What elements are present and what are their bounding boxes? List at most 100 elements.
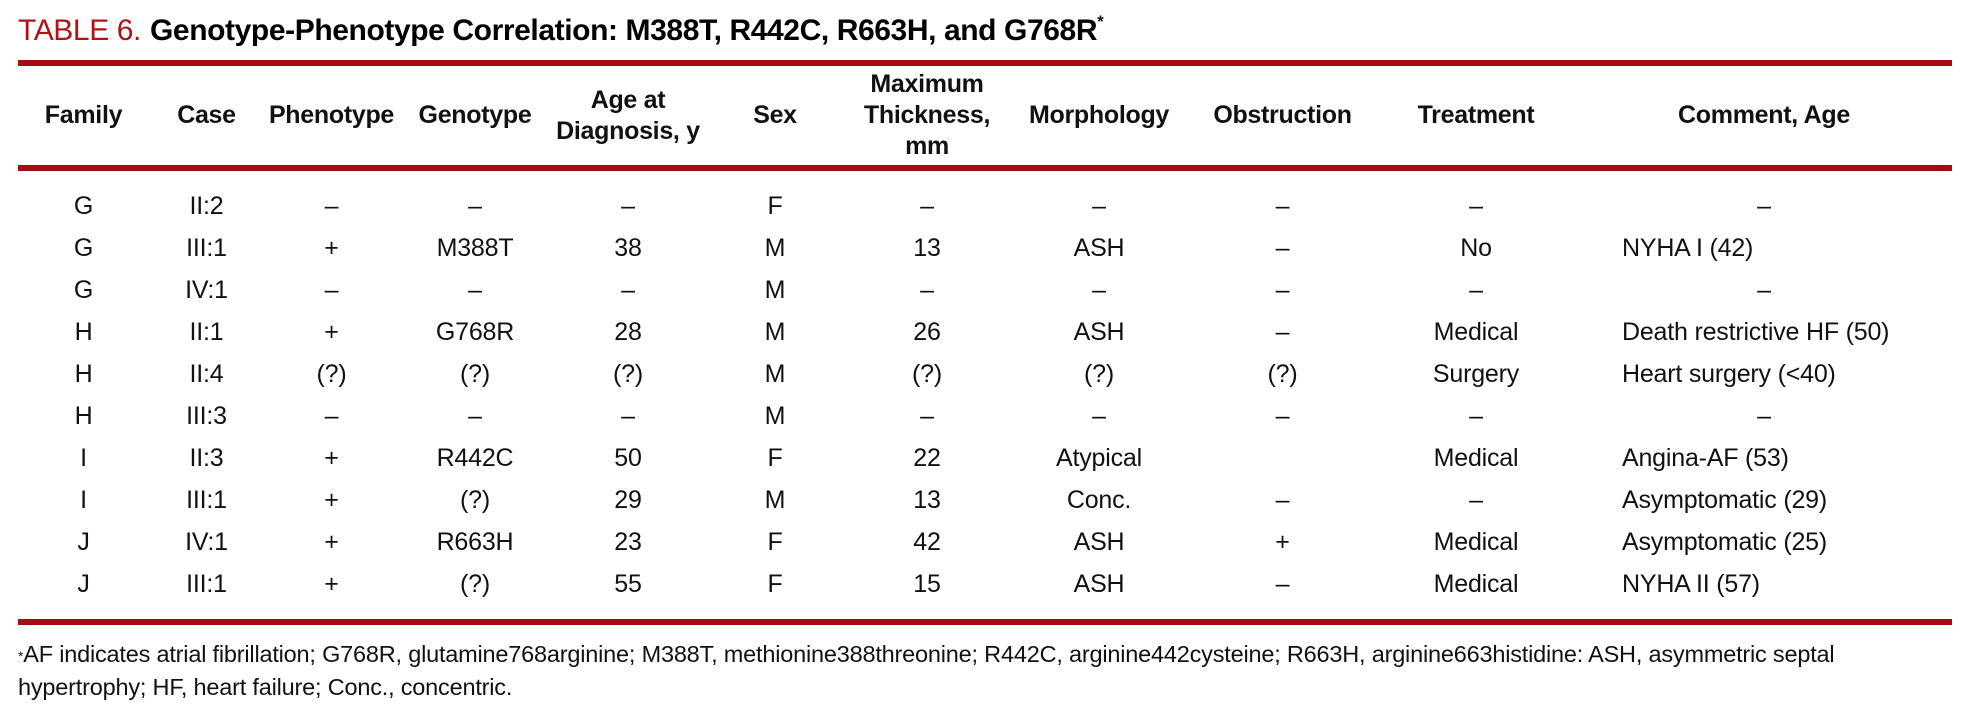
cell-age: – bbox=[621, 191, 635, 220]
cell-comment: Asymptomatic (29) bbox=[1622, 485, 1827, 514]
cell-case: III:1 bbox=[186, 233, 227, 262]
header-row: Family Case Phenotype Genotype Age at Diagno… bbox=[18, 66, 1952, 171]
column-header-family: Family bbox=[18, 66, 149, 171]
cell-case: II:4 bbox=[189, 359, 224, 388]
table-row: H II:4 (?) (?) (?) M (?) (?) (?) Surgery Heart sur… bbox=[18, 353, 1952, 395]
cell-sex: F bbox=[767, 443, 783, 472]
cell-morphology: Atypical bbox=[1056, 443, 1142, 472]
bottom-rule bbox=[18, 619, 1952, 625]
cell-family: H bbox=[74, 359, 93, 388]
table-row: H II:1 + G768R 28 M 26 ASH – Medical Death restric… bbox=[18, 311, 1952, 353]
footnote-text: AF indicates atrial fibrillation; G768R,… bbox=[18, 641, 1835, 700]
cell-sex: F bbox=[767, 527, 783, 556]
column-header-treatment: Treatment bbox=[1376, 66, 1576, 171]
cell-age: 28 bbox=[614, 317, 642, 346]
cell-treatment: Surgery bbox=[1432, 359, 1520, 388]
cell-obstruction: + bbox=[1275, 527, 1290, 556]
cell-phenotype: + bbox=[324, 233, 339, 262]
cell-age: 50 bbox=[614, 443, 642, 472]
cell-genotype: – bbox=[468, 401, 482, 430]
cell-treatment: No bbox=[1460, 233, 1492, 262]
footnote-marker: * bbox=[18, 648, 24, 664]
cell-treatment: – bbox=[1469, 191, 1483, 220]
cell-sex: M bbox=[764, 233, 786, 262]
cell-case: IV:1 bbox=[185, 527, 228, 556]
cell-comment: Death restrictive HF (50) bbox=[1622, 317, 1890, 346]
cell-genotype: (?) bbox=[460, 485, 490, 514]
cell-case: III:1 bbox=[186, 569, 227, 598]
table-caption: Genotype-Phenotype Correlation: M388T, R… bbox=[149, 14, 1098, 47]
cell-thickness: – bbox=[920, 401, 934, 430]
cell-sex: F bbox=[767, 191, 783, 220]
cell-obstruction: – bbox=[1275, 191, 1290, 220]
cell-case: II:2 bbox=[189, 191, 224, 220]
cell-phenotype: – bbox=[324, 401, 339, 430]
top-rule bbox=[18, 60, 1952, 66]
cell-thickness: (?) bbox=[912, 359, 942, 388]
table-row: J III:1 + (?) 55 F 15 ASH – Medical NYHA II (57) bbox=[18, 563, 1952, 619]
cell-sex: M bbox=[764, 401, 786, 430]
column-header-phenotype: Phenotype bbox=[264, 66, 399, 171]
footnote-marker-title: * bbox=[1097, 12, 1104, 31]
cell-phenotype: (?) bbox=[316, 359, 347, 388]
cell-phenotype: + bbox=[324, 485, 339, 514]
cell-obstruction: – bbox=[1275, 485, 1290, 514]
cell-sex: M bbox=[764, 485, 786, 514]
cell-phenotype: – bbox=[324, 191, 339, 220]
cell-comment: NYHA I (42) bbox=[1622, 233, 1754, 262]
cell-case: III:1 bbox=[186, 485, 227, 514]
cell-comment: – bbox=[1757, 191, 1771, 220]
cell-obstruction: – bbox=[1275, 401, 1290, 430]
cell-treatment: – bbox=[1469, 485, 1483, 514]
cell-morphology: – bbox=[1092, 191, 1106, 220]
table-figure: TABLE 6. Genotype-Phenotype Correlation: … bbox=[18, 12, 1952, 700]
cell-family: J bbox=[77, 527, 90, 556]
table-row: I III:1 + (?) 29 M 13 Conc. – – Asymptomatic (29) bbox=[18, 479, 1952, 521]
table-number-label: TABLE 6. bbox=[18, 14, 141, 47]
cell-family: H bbox=[74, 401, 93, 430]
cell-phenotype: + bbox=[324, 317, 339, 346]
column-header-genotype: Genotype bbox=[399, 66, 551, 171]
cell-comment: Angina-AF (53) bbox=[1622, 443, 1789, 472]
column-header-case: Case bbox=[149, 66, 264, 171]
cell-thickness: – bbox=[920, 191, 934, 220]
cell-family: I bbox=[80, 443, 87, 472]
cell-comment: – bbox=[1757, 275, 1771, 304]
cell-family: G bbox=[73, 191, 94, 220]
cell-morphology: ASH bbox=[1073, 317, 1125, 346]
cell-sex: F bbox=[767, 569, 783, 598]
cell-morphology: – bbox=[1092, 275, 1106, 304]
cell-sex: M bbox=[764, 317, 786, 346]
cell-genotype: G768R bbox=[435, 317, 515, 346]
cell-phenotype: + bbox=[324, 527, 339, 556]
cell-comment: NYHA II (57) bbox=[1622, 569, 1760, 598]
column-header-comment: Comment, Age bbox=[1576, 66, 1952, 171]
cell-thickness: 22 bbox=[913, 443, 941, 472]
table-row: G IV:1 – – – M – – – – – bbox=[18, 269, 1952, 311]
cell-morphology: ASH bbox=[1073, 569, 1125, 598]
cell-thickness: – bbox=[920, 275, 934, 304]
column-header-obstruction: Obstruction bbox=[1189, 66, 1376, 171]
cell-family: J bbox=[77, 569, 90, 598]
cell-obstruction: (?) bbox=[1267, 359, 1298, 388]
column-header-thickness: Maximum Thickness, mm bbox=[845, 66, 1009, 171]
cell-phenotype: + bbox=[324, 569, 339, 598]
cell-morphology: ASH bbox=[1073, 527, 1125, 556]
table-row: G III:1 + M388T 38 M 13 ASH – No NYHA I (42) bbox=[18, 227, 1952, 269]
column-header-age: Age at Diagnosis, y bbox=[551, 66, 705, 171]
cell-family: G bbox=[73, 233, 94, 262]
cell-obstruction: – bbox=[1275, 569, 1290, 598]
table-row: J IV:1 + R663H 23 F 42 ASH + Medical Asymptomatic … bbox=[18, 521, 1952, 563]
cell-family: H bbox=[74, 317, 93, 346]
cell-case: III:3 bbox=[186, 401, 227, 430]
cell-morphology: – bbox=[1092, 401, 1106, 430]
cell-genotype: – bbox=[468, 191, 482, 220]
cell-case: II:3 bbox=[189, 443, 224, 472]
cell-thickness: 13 bbox=[913, 485, 941, 514]
cell-thickness: 15 bbox=[913, 569, 941, 598]
cell-genotype: M388T bbox=[436, 233, 514, 262]
cell-treatment: Medical bbox=[1433, 317, 1519, 346]
cell-morphology: (?) bbox=[1084, 359, 1114, 388]
cell-thickness: 13 bbox=[913, 233, 941, 262]
cell-age: 29 bbox=[614, 485, 642, 514]
